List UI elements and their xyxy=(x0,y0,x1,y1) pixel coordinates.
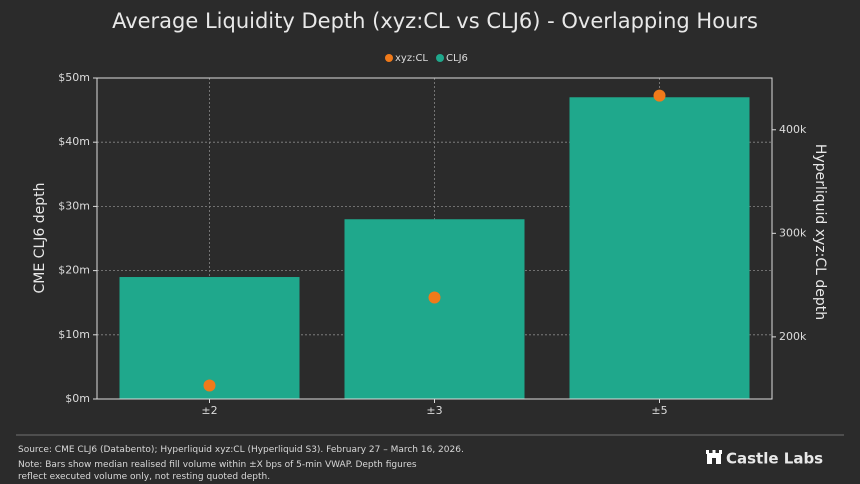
note: Note: Bars show median realised fill vol… xyxy=(18,460,417,470)
y-axis-label: CME CLJ6 depth xyxy=(32,183,48,294)
bar xyxy=(119,277,300,399)
note: reflect executed volume only, not restin… xyxy=(18,472,270,482)
source: Source: CME CLJ6 (Databento); Hyperliqui… xyxy=(18,445,464,455)
legend-label: xyz:CL xyxy=(395,53,428,64)
point xyxy=(203,379,216,392)
brand: Castle Labs xyxy=(726,450,823,468)
y2-tick-label: 200k xyxy=(779,330,807,343)
bar xyxy=(569,97,750,399)
y2-axis-label: Hyperliquid xyz:CL depth xyxy=(812,144,828,320)
y-tick-label: $0m xyxy=(65,392,90,405)
point xyxy=(653,89,666,102)
x-tick-label: ±2 xyxy=(201,404,217,417)
y-tick-label: $30m xyxy=(58,199,90,212)
brand-icon xyxy=(706,450,722,464)
chart-title: Average Liquidity Depth (xyz:CL vs CLJ6)… xyxy=(112,9,758,33)
plot-frame xyxy=(96,77,773,400)
x-tick-label: ±5 xyxy=(651,404,667,417)
y-tick-label: $40m xyxy=(58,135,90,148)
y-tick-label: $50m xyxy=(58,71,90,84)
y-tick-label: $10m xyxy=(58,328,90,341)
legend-swatch xyxy=(436,54,445,62)
y2-tick-label: 400k xyxy=(779,123,807,136)
legend-label: CLJ6 xyxy=(446,53,468,64)
x-tick-label: ±3 xyxy=(426,404,442,417)
y2-tick-label: 300k xyxy=(779,226,807,239)
point xyxy=(428,291,441,304)
bar xyxy=(344,219,525,399)
legend-swatch xyxy=(385,54,393,62)
y-tick-label: $20m xyxy=(58,264,90,277)
